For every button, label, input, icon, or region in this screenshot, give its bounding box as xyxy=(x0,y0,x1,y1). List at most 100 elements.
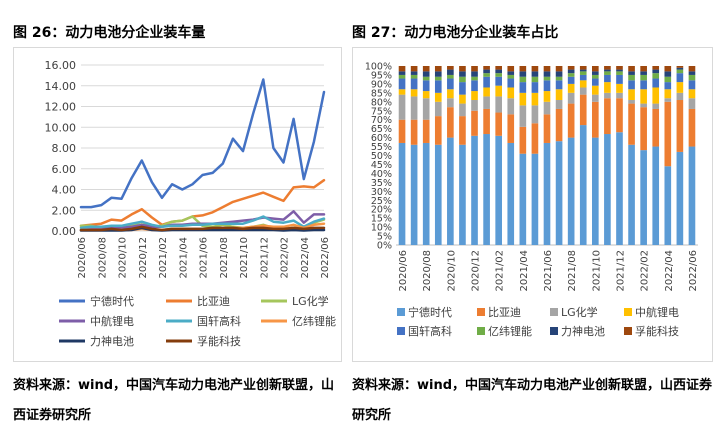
bar-y-tick-label: 65% xyxy=(371,124,392,135)
bar-segment xyxy=(592,78,599,86)
line-legend-label: 孚能科技 xyxy=(197,334,241,348)
bar-x-tick-label: 2022/04 xyxy=(664,250,675,292)
bar-segment xyxy=(664,98,672,102)
bar-segment xyxy=(567,92,575,104)
bar-segment xyxy=(507,66,515,72)
bar-segment xyxy=(628,66,635,72)
bar-y-tick-label: 80% xyxy=(371,97,392,108)
bar-y-tick-label: 35% xyxy=(371,178,392,189)
bar-segment xyxy=(531,66,539,72)
bar-segment xyxy=(410,119,418,145)
bar-x-tick-label: 2022/06 xyxy=(688,250,699,292)
bar-segment xyxy=(652,69,660,74)
bar-legend-label: 力神电池 xyxy=(561,324,605,338)
bar-segment xyxy=(519,92,527,106)
bar-segment xyxy=(410,78,418,90)
bar-segment xyxy=(543,71,551,77)
bar-segment xyxy=(422,76,430,81)
bar-segment xyxy=(567,76,575,84)
bar-legend-swatch xyxy=(477,327,485,335)
bar-segment xyxy=(579,74,587,81)
bar-y-tick-label: 15% xyxy=(371,214,392,225)
line-y-tick-label: 12.00 xyxy=(45,101,77,114)
bar-segment xyxy=(592,66,599,72)
line-series xyxy=(79,215,326,230)
bar-segment xyxy=(398,74,406,79)
line-y-tick-label: 2.00 xyxy=(52,204,77,217)
bar-segment xyxy=(628,89,635,101)
bar-segment xyxy=(483,73,490,77)
bar-segment xyxy=(688,108,696,147)
bar-segment xyxy=(555,80,563,90)
bar-segment xyxy=(628,71,635,75)
bar-segment xyxy=(507,71,515,75)
bar-segment xyxy=(604,74,611,83)
line-x-tick-label: 2020/12 xyxy=(138,237,149,279)
bar-segment xyxy=(628,80,635,90)
bar-segment xyxy=(592,71,599,75)
bar-legend-swatch xyxy=(624,308,632,316)
bar-segment xyxy=(628,74,635,81)
bar-segment xyxy=(507,74,515,79)
bar-y-tick-label: 10% xyxy=(371,223,392,234)
bar-x-tick-label: 2020/12 xyxy=(471,250,482,292)
bar-segment xyxy=(592,101,599,138)
bar-x-tick-label: 2021/06 xyxy=(543,250,554,292)
bar-segment xyxy=(567,103,575,138)
bar-segment xyxy=(688,74,696,81)
line-series xyxy=(79,78,326,209)
bar-segment xyxy=(676,100,684,152)
bar-segment xyxy=(471,66,478,72)
bar-segment xyxy=(471,91,478,101)
bar-segment xyxy=(676,67,684,70)
bar-segment xyxy=(471,71,478,77)
bar-segment xyxy=(410,96,418,120)
bar-segment xyxy=(434,80,442,93)
bar-segment xyxy=(519,82,527,93)
bar-segment xyxy=(592,74,599,79)
bar-segment xyxy=(531,76,539,83)
bar-segment xyxy=(592,94,599,102)
bar-segment xyxy=(664,82,672,90)
bar-segment xyxy=(555,100,563,109)
bar-segment xyxy=(688,146,696,245)
bar-segment xyxy=(640,89,647,104)
bar-segment xyxy=(579,80,587,88)
stacked-bar-chart: 0%5%10%15%20%25%30%35%40%45%50%55%60%65%… xyxy=(365,62,699,339)
bar-segment xyxy=(604,66,611,70)
bar-legend-swatch xyxy=(397,327,405,335)
line-x-tick-label: 2022/06 xyxy=(320,237,331,279)
bar-y-tick-label: 5% xyxy=(377,232,392,243)
bar-segment xyxy=(447,66,454,70)
bar-y-tick-label: 70% xyxy=(371,115,392,126)
bar-segment xyxy=(555,141,563,245)
bar-segment xyxy=(640,66,647,72)
bar-segment xyxy=(398,94,406,120)
line-x-tick-label: 2021/02 xyxy=(158,237,169,279)
bar-segment xyxy=(543,114,551,143)
bar-segment xyxy=(579,69,587,72)
stacked-bar-chart-panel: 0% 5% 10% 15% 20% 25% 30% 35% 40% 45% 50% 55% 60% 65%… xyxy=(352,47,713,362)
bar-segment xyxy=(652,146,660,245)
bar-segment xyxy=(398,66,406,72)
bar-segment xyxy=(676,66,684,68)
line-x-tick-label: 2020/08 xyxy=(97,237,108,279)
bar-segment xyxy=(567,137,575,245)
bar-segment xyxy=(640,103,647,108)
bar-segment xyxy=(567,69,575,74)
bar-segment xyxy=(434,71,442,77)
bar-segment xyxy=(628,144,635,245)
bar-segment xyxy=(495,135,502,245)
line-x-tick-label: 2022/02 xyxy=(280,237,291,279)
line-x-tick-label: 2021/08 xyxy=(219,237,230,279)
bar-segment xyxy=(604,92,611,99)
bar-segment xyxy=(604,134,611,245)
line-y-tick-label: 4.00 xyxy=(52,184,77,197)
bar-x-tick-label: 2020/06 xyxy=(398,250,409,292)
line-legend-label: 比亚迪 xyxy=(197,295,230,308)
bar-segment xyxy=(579,71,587,75)
bar-segment xyxy=(410,144,418,245)
bar-segment xyxy=(483,108,490,135)
bar-legend-label: 宁德时代 xyxy=(408,305,452,319)
bar-segment xyxy=(471,100,478,111)
